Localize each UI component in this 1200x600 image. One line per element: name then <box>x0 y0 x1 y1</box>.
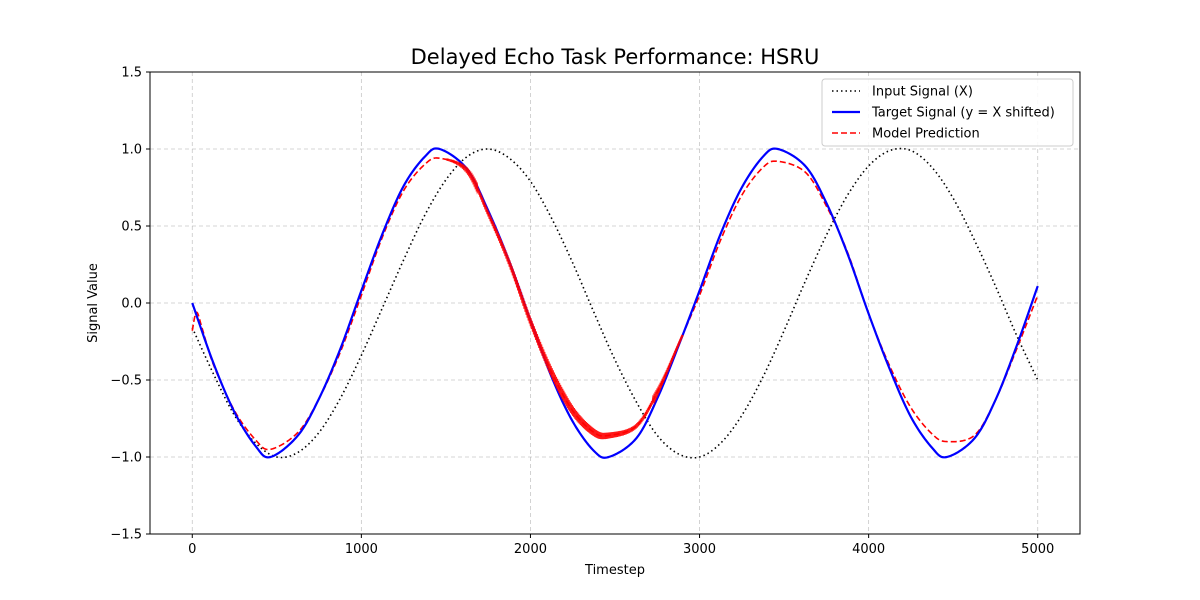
x-tick-label: 5000 <box>1021 542 1054 557</box>
series-layer <box>191 147 1039 459</box>
x-tick-label: 1000 <box>345 542 378 557</box>
x-tick-label: 4000 <box>852 542 885 557</box>
legend: Input Signal (X) Target Signal (y = X shi… <box>821 78 1074 147</box>
legend-label: Target Signal (y = X shifted) <box>871 106 1055 121</box>
y-tick-label: 0.5 <box>121 220 142 235</box>
chart-title: Delayed Echo Task Performance: HSRU <box>411 45 820 69</box>
x-axis-label: Timestep <box>584 563 645 578</box>
y-tick-label: −1.5 <box>110 528 142 543</box>
y-axis-label: Signal Value <box>86 263 101 343</box>
grid-layer <box>150 72 1080 534</box>
series-line-1 <box>191 147 1039 459</box>
y-tick-label: −0.5 <box>110 374 142 389</box>
legend-box <box>821 78 1074 147</box>
series-line-2 <box>191 157 1039 451</box>
y-tick-label: 0.0 <box>121 297 142 312</box>
x-tick-label: 3000 <box>683 542 716 557</box>
y-tick-label: 1.5 <box>121 66 142 81</box>
ticks-layer: 0 1000 2000 3000 4000 5000 −1.5 −1.0 −0.5 0.0 0.5 1… <box>110 66 1054 558</box>
x-tick-label: 0 <box>188 542 196 557</box>
legend-label: Input Signal (X) <box>872 85 973 100</box>
legend-label: Model Prediction <box>872 127 980 142</box>
y-tick-label: −1.0 <box>110 451 142 466</box>
y-tick-label: 1.0 <box>121 143 142 158</box>
prediction-oscillation-band <box>446 158 684 440</box>
x-tick-label: 2000 <box>514 542 547 557</box>
series-line-0 <box>191 147 1039 459</box>
